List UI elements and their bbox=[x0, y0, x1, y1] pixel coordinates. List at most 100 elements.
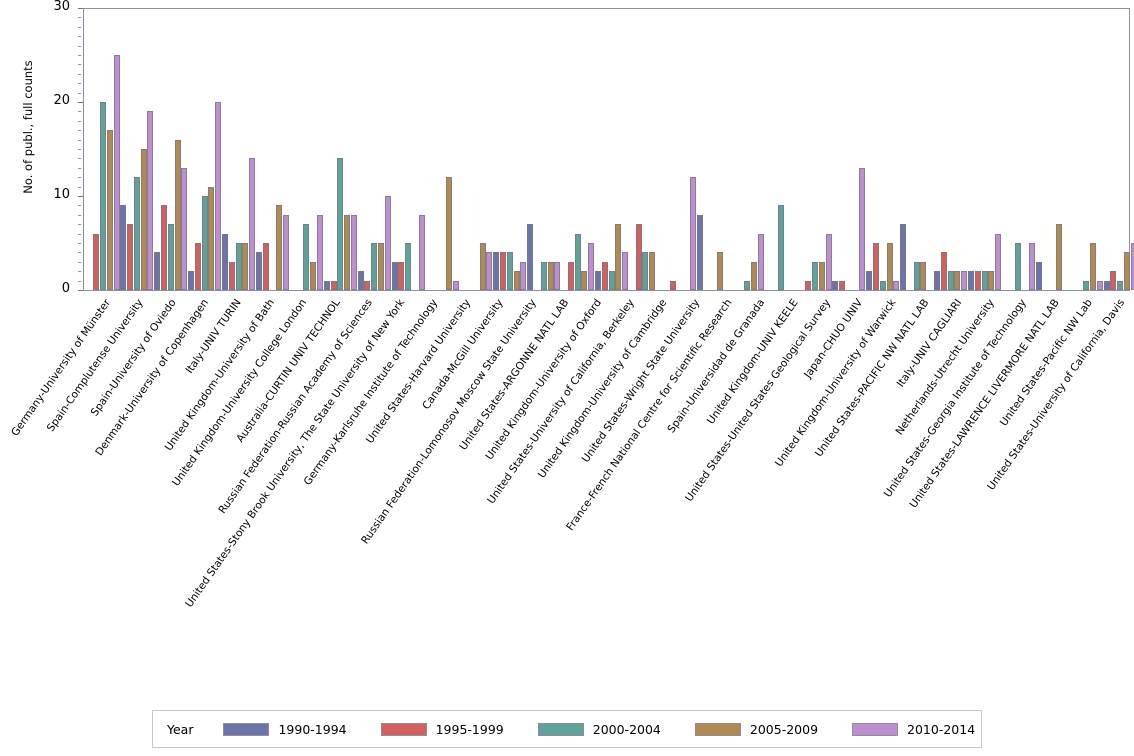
bar bbox=[506, 252, 513, 290]
bar-group bbox=[289, 9, 323, 290]
legend-item[interactable]: 1995-1999 bbox=[380, 721, 504, 737]
bar bbox=[154, 252, 161, 290]
bar bbox=[310, 261, 317, 290]
bar bbox=[594, 271, 601, 290]
bar bbox=[1090, 243, 1097, 290]
y-minor-tick bbox=[78, 139, 81, 141]
bar-group bbox=[425, 9, 459, 290]
bar bbox=[825, 233, 832, 290]
y-tick-label: 0 bbox=[61, 281, 70, 296]
bar bbox=[649, 252, 656, 290]
legend-swatch bbox=[694, 722, 741, 736]
bar-group bbox=[1001, 9, 1035, 290]
y-minor-tick bbox=[78, 252, 81, 254]
bar bbox=[493, 252, 500, 290]
bar bbox=[276, 205, 283, 290]
bar bbox=[913, 261, 920, 290]
y-minor-tick bbox=[78, 261, 81, 263]
legend-items: 1990-1994 1995-1999 2000-2004 2005-2009 2010… bbox=[223, 722, 1009, 737]
bar-group bbox=[594, 9, 629, 290]
bar bbox=[1110, 271, 1117, 290]
bar bbox=[954, 271, 961, 290]
bar bbox=[357, 271, 364, 290]
bar bbox=[181, 167, 188, 290]
bar bbox=[669, 280, 676, 290]
legend-label: 1995-1999 bbox=[435, 721, 504, 737]
bar bbox=[947, 271, 954, 290]
bar bbox=[961, 271, 968, 290]
bar bbox=[859, 167, 866, 290]
bar bbox=[689, 177, 696, 290]
bar bbox=[615, 224, 622, 290]
y-minor-tick bbox=[78, 177, 81, 179]
bar bbox=[418, 214, 425, 290]
bar bbox=[93, 233, 100, 290]
bar bbox=[513, 271, 520, 290]
bar-group bbox=[391, 9, 425, 290]
bar-group bbox=[662, 9, 696, 290]
bar bbox=[981, 271, 988, 290]
bar-group bbox=[222, 9, 256, 290]
y-minor-tick bbox=[78, 214, 81, 216]
bar bbox=[1117, 280, 1124, 290]
y-tick-label: 20 bbox=[53, 93, 70, 108]
bar bbox=[635, 224, 642, 290]
bar-group bbox=[459, 9, 493, 290]
bar-group bbox=[154, 9, 188, 290]
y-minor-tick bbox=[78, 205, 81, 207]
bar bbox=[283, 214, 290, 290]
bar bbox=[873, 243, 880, 290]
legend-swatch bbox=[852, 722, 899, 736]
bar-group bbox=[866, 9, 900, 290]
y-minor-tick bbox=[78, 45, 81, 47]
y-tick-mark bbox=[78, 102, 83, 103]
legend-item[interactable]: 1990-1994 bbox=[223, 722, 347, 737]
y-minor-tick bbox=[78, 17, 81, 19]
y-minor-tick bbox=[78, 243, 81, 244]
bar bbox=[500, 252, 507, 290]
y-minor-tick bbox=[78, 186, 81, 188]
bar bbox=[886, 243, 893, 290]
bar bbox=[1123, 252, 1130, 290]
legend-item[interactable]: 2000-2004 bbox=[537, 721, 661, 737]
y-tick-label: 30 bbox=[53, 0, 70, 14]
legend-label: 2005-2009 bbox=[749, 721, 819, 737]
bar-group bbox=[696, 9, 730, 290]
bar-group bbox=[629, 9, 663, 290]
bar bbox=[588, 243, 595, 290]
bar bbox=[642, 252, 649, 290]
bar-groups bbox=[84, 9, 1134, 290]
bar-group bbox=[832, 9, 866, 290]
bar bbox=[527, 224, 534, 290]
bar bbox=[486, 252, 493, 290]
legend-item[interactable]: 2010-2014 bbox=[852, 722, 975, 737]
bar bbox=[384, 196, 391, 290]
bar-group bbox=[798, 9, 832, 290]
bar bbox=[778, 205, 785, 290]
bar bbox=[337, 158, 344, 290]
bar-group bbox=[86, 9, 120, 290]
y-minor-tick bbox=[78, 130, 81, 132]
bar bbox=[445, 177, 452, 290]
legend-label: 2000-2004 bbox=[592, 721, 661, 737]
y-minor-tick bbox=[78, 280, 81, 282]
bar bbox=[581, 271, 588, 290]
bar bbox=[255, 252, 262, 290]
bar bbox=[717, 252, 724, 290]
y-minor-tick bbox=[78, 224, 81, 226]
y-minor-tick bbox=[78, 120, 81, 122]
y-minor-tick bbox=[78, 92, 81, 94]
bar bbox=[811, 261, 818, 290]
legend-swatch bbox=[223, 722, 270, 736]
bar bbox=[1096, 280, 1103, 290]
bar bbox=[757, 233, 764, 290]
bar bbox=[174, 139, 181, 290]
bar bbox=[554, 261, 561, 290]
bar bbox=[940, 252, 947, 290]
y-minor-tick bbox=[78, 158, 81, 160]
legend-item[interactable]: 2005-2009 bbox=[694, 721, 819, 737]
bar bbox=[967, 271, 974, 290]
bar bbox=[106, 130, 113, 290]
bar bbox=[744, 280, 751, 290]
y-minor-tick bbox=[78, 149, 81, 150]
